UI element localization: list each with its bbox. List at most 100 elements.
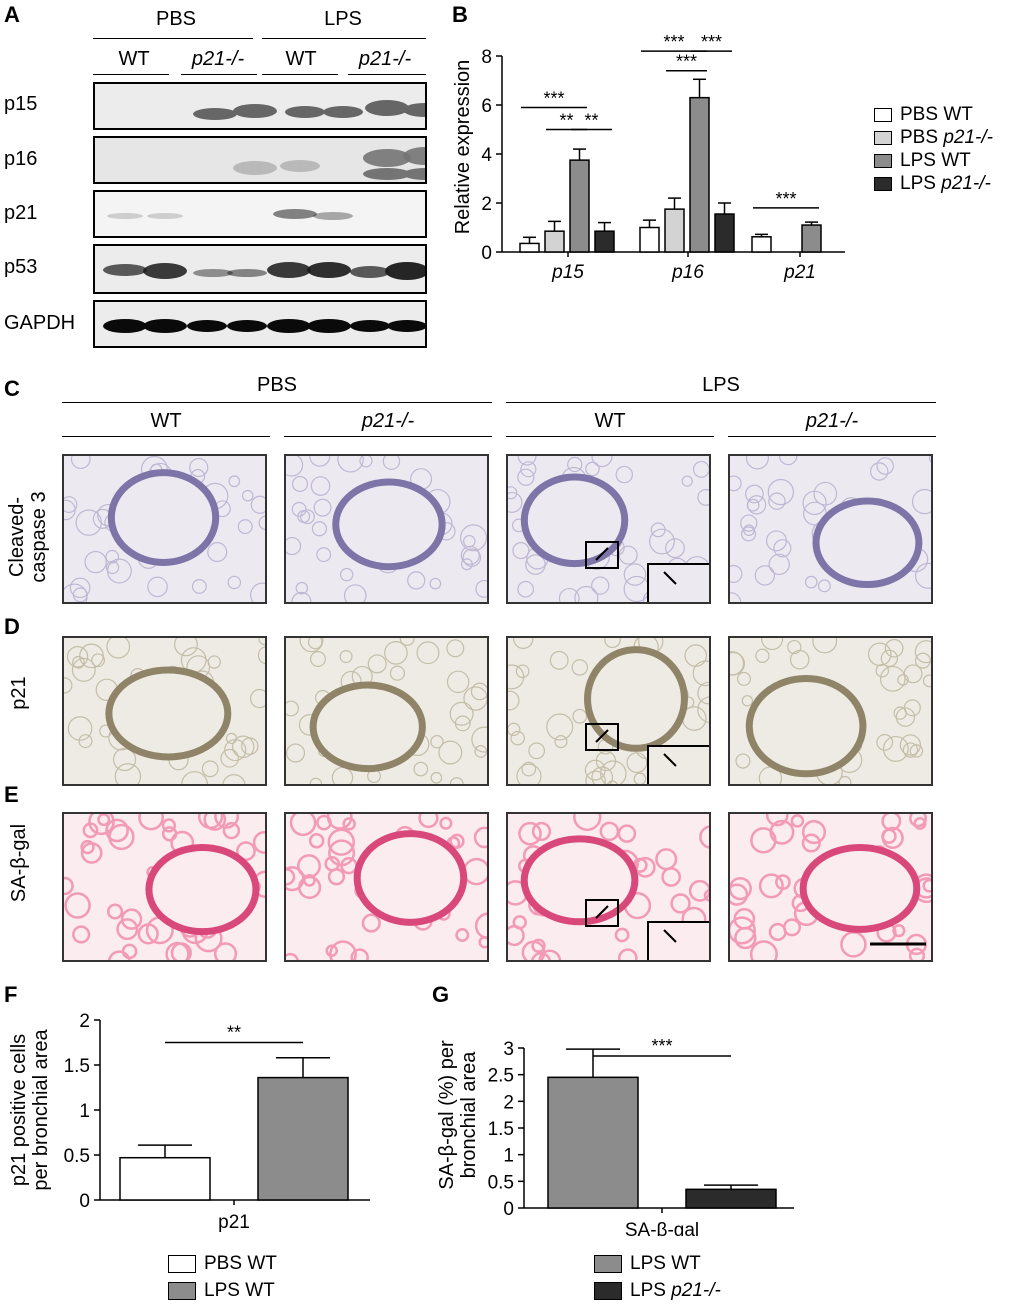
inset-icon bbox=[647, 921, 709, 960]
chart-b-sig-label: *** bbox=[701, 32, 722, 52]
chart-b-legend-swatch bbox=[874, 107, 892, 122]
chart-b-category-label: p21 bbox=[783, 262, 816, 283]
chart-f-ylabel-line2: per bronchial area bbox=[30, 1029, 52, 1191]
micrograph-sabgal-1 bbox=[62, 812, 267, 962]
panel-label-f: F bbox=[4, 982, 18, 1007]
airway-icon bbox=[584, 646, 688, 752]
micrograph-p21-3 bbox=[506, 636, 711, 786]
chart-b-legend-item: LPS WT bbox=[874, 150, 971, 172]
chart-g-ylabel-line1: SA-β-gal (%) per bbox=[436, 1040, 458, 1190]
chart-f-legend-swatch bbox=[168, 1281, 196, 1300]
blot-genotype-line-2 bbox=[181, 74, 257, 75]
chart-b-legend-item: LPS p21-/- bbox=[874, 173, 991, 195]
chart-b-bar bbox=[714, 213, 735, 253]
chart-b-bar bbox=[639, 226, 660, 253]
zoom-box-icon bbox=[585, 899, 619, 927]
micrograph-p21-4 bbox=[728, 636, 933, 786]
micrograph-caspase-3 bbox=[506, 454, 711, 604]
chart-b-ylabel: Relative expression bbox=[452, 59, 474, 235]
chart-f-sig-label: ** bbox=[227, 1023, 241, 1043]
micro-row-label-p21: p21 bbox=[8, 676, 30, 710]
airway-icon bbox=[353, 830, 468, 926]
panel-label-d: D bbox=[4, 614, 20, 639]
chart-b-legend-item: PBS p21-/- bbox=[874, 127, 993, 149]
micro-group-line-lps bbox=[506, 402, 936, 403]
micro-row-label-caspase-line1: Cleaved- bbox=[6, 496, 28, 578]
chart-b-bar bbox=[594, 230, 615, 253]
airway-icon bbox=[107, 469, 220, 566]
chart-b-bar bbox=[544, 230, 565, 253]
blot-group-line-pbs bbox=[93, 38, 253, 39]
arrow-icon bbox=[595, 729, 609, 743]
chart-g: 0 0.5 1 1.5 2 2.5 3 SA-β-gal *** bbox=[488, 1036, 794, 1236]
chart-g-ytick-label: 0 bbox=[503, 1199, 514, 1220]
chart-g-legend-genotype: WT bbox=[671, 1253, 701, 1274]
micro-group-lps: LPS bbox=[702, 374, 740, 396]
micro-genotype-line-3 bbox=[506, 436, 714, 437]
chart-b-sig-label: *** bbox=[663, 32, 684, 52]
micro-row-label-caspase: Cleaved- caspase 3 bbox=[6, 462, 50, 612]
chart-b-legend-swatch bbox=[874, 176, 892, 191]
micro-genotype-line-1 bbox=[62, 436, 270, 437]
micrograph-caspase-2 bbox=[284, 454, 489, 604]
blot-group-pbs: PBS bbox=[155, 8, 197, 30]
chart-g-legend-genotype: p21-/- bbox=[671, 1280, 721, 1301]
chart-f-category-label: p21 bbox=[218, 1212, 250, 1233]
micrograph-sabgal-3 bbox=[506, 812, 711, 962]
arrow-icon bbox=[595, 905, 609, 919]
chart-f-legend-genotype: WT bbox=[247, 1253, 277, 1274]
blot-genotype-2: p21-/- bbox=[191, 48, 245, 70]
arrow-icon bbox=[595, 547, 609, 561]
chart-g-ytick-label: 2.5 bbox=[488, 1066, 514, 1087]
micro-genotype-3: WT bbox=[594, 410, 626, 432]
chart-f-ytick-label: 0 bbox=[79, 1191, 90, 1212]
chart-b-legend-genotype: WT bbox=[943, 104, 973, 125]
micrograph-sabgal-2 bbox=[284, 812, 489, 962]
blot-group-line-lps bbox=[262, 38, 426, 39]
zoom-box-icon bbox=[585, 723, 619, 751]
micrograph-caspase-4 bbox=[728, 454, 933, 604]
blot-row-label-gapdh: GAPDH bbox=[4, 312, 76, 334]
chart-f-legend-label: LPS bbox=[204, 1280, 246, 1301]
chart-g-legend-swatch bbox=[594, 1281, 622, 1300]
panel-label-a: A bbox=[4, 2, 20, 27]
airway-icon bbox=[799, 844, 921, 933]
chart-g-ytick-label: 2 bbox=[503, 1092, 514, 1113]
blot-row-label-p16: p16 bbox=[4, 148, 38, 170]
blot-gapdh bbox=[93, 300, 427, 348]
chart-b-legend-label: LPS bbox=[900, 150, 942, 171]
blot-p16 bbox=[93, 136, 427, 184]
arrow-icon bbox=[663, 929, 677, 943]
chart-f-legend-item: LPS WT bbox=[168, 1280, 275, 1302]
micro-row-label-caspase-line2: caspase 3 bbox=[28, 491, 50, 583]
micro-genotype-2: p21-/- bbox=[361, 410, 415, 432]
chart-b-bar bbox=[801, 224, 822, 253]
chart-b-legend-genotype: p21-/- bbox=[943, 127, 993, 148]
chart-b-ytick-label: 8 bbox=[481, 47, 492, 68]
blot-row-label-p21: p21 bbox=[4, 202, 38, 224]
arrow-icon bbox=[663, 753, 677, 767]
chart-f-legend-item: PBS WT bbox=[168, 1253, 277, 1275]
blot-p15 bbox=[93, 82, 427, 130]
chart-b-category-label: p16 bbox=[671, 262, 704, 283]
blot-genotype-1: WT bbox=[118, 48, 150, 70]
airway-icon bbox=[332, 478, 446, 571]
chart-b-bar bbox=[664, 208, 685, 253]
chart-g-legend-swatch bbox=[594, 1254, 622, 1273]
chart-g-bar bbox=[685, 1188, 777, 1209]
chart-g-legend-item: LPS WT bbox=[594, 1253, 701, 1275]
chart-g-ylabel-line2: bronchial area bbox=[458, 1051, 480, 1179]
blot-genotype-line-3 bbox=[262, 74, 338, 75]
panel-label-c: C bbox=[4, 376, 20, 401]
chart-b-ytick-label: 4 bbox=[481, 145, 492, 166]
chart-f-ytick-label: 0.5 bbox=[64, 1146, 90, 1167]
panel-label-b: B bbox=[452, 2, 468, 27]
chart-b-category-label: p15 bbox=[551, 262, 584, 283]
airway-icon bbox=[309, 681, 426, 773]
chart-g-ytick-label: 1 bbox=[503, 1146, 514, 1167]
panel-label-g: G bbox=[432, 982, 450, 1007]
chart-f-bar bbox=[119, 1156, 211, 1201]
chart-g-legend-label: LPS bbox=[630, 1253, 672, 1274]
chart-g-legend-label: LPS bbox=[630, 1280, 672, 1301]
micro-row-label-sabgal: SA-β-gal bbox=[8, 823, 30, 903]
